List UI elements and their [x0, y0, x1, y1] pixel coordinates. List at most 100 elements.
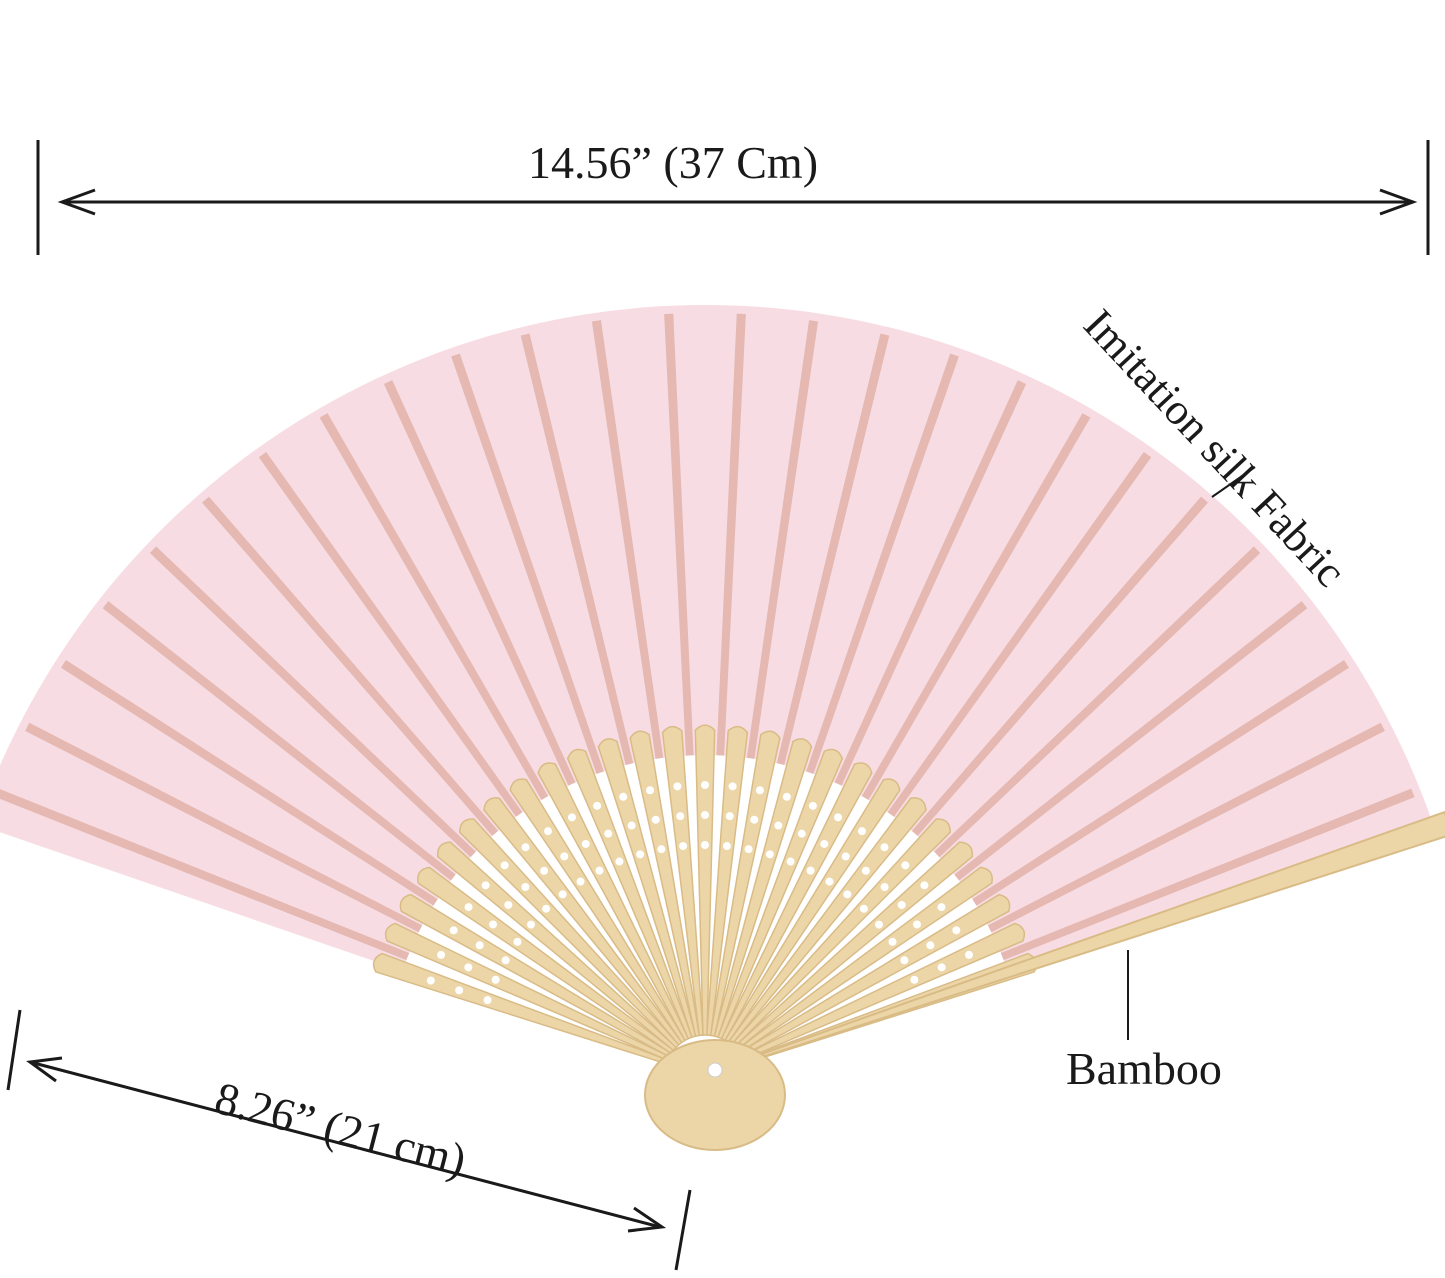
rib-hole: [880, 883, 889, 892]
bamboo-label: Bamboo: [1066, 1043, 1222, 1094]
fabric-rib-stripe: [149, 546, 476, 858]
rib-hole: [859, 904, 868, 913]
rib-hole: [481, 881, 490, 890]
bamboo-rib: [694, 724, 716, 1036]
bamboo-rib: [720, 762, 873, 1042]
rib-hole: [483, 996, 492, 1005]
rib-hole: [725, 812, 734, 821]
rib-hole: [504, 900, 513, 909]
rib-hole: [920, 881, 929, 890]
rib-hole: [820, 839, 829, 848]
fabric-rib-stripe: [258, 452, 523, 817]
fabric-rib-stripe: [716, 313, 746, 756]
fabric-rib-stripe: [25, 722, 423, 933]
rib-hole: [560, 852, 569, 861]
rib-hole: [581, 839, 590, 848]
fabric-rib-stripe: [954, 601, 1308, 881]
rib-hole: [750, 815, 759, 824]
fabric-rib-stripe: [451, 353, 604, 774]
rib-hole: [464, 903, 473, 912]
fabric-rib-stripe: [987, 722, 1385, 933]
fabric-rib-stripe: [806, 353, 959, 774]
rib-hole: [952, 926, 961, 935]
fabric-rib-stripe: [520, 333, 634, 765]
rib-hole: [786, 857, 795, 866]
rib-hole: [489, 920, 498, 929]
rib-hole: [542, 904, 551, 913]
rib-hole: [527, 920, 536, 929]
fabric-rib-stripe: [834, 380, 1027, 786]
rib-hole: [558, 890, 567, 899]
rib-hole: [619, 792, 628, 801]
length-tick-left: [6, 1009, 22, 1091]
rib-hole: [797, 829, 806, 838]
rib-hole: [464, 963, 473, 972]
rib-hole: [808, 801, 817, 810]
bamboo-rib: [713, 738, 813, 1039]
bamboo-rib: [735, 866, 993, 1055]
rib-hole: [888, 937, 897, 946]
fabric-rib-stripe: [664, 313, 694, 756]
fabric-rib-stripe: [911, 496, 1208, 836]
bamboo-rib: [723, 778, 901, 1044]
bamboo-rib: [730, 818, 951, 1049]
fabric-rib-stripe: [972, 660, 1350, 906]
rib-hole: [722, 842, 731, 851]
rib-hole: [744, 845, 753, 854]
rib-hole: [701, 841, 709, 849]
fabric-rib-stripe: [776, 333, 890, 765]
bamboo-rib: [566, 748, 693, 1040]
arrow-head-length-right: [627, 1206, 667, 1233]
bamboo-rib: [629, 730, 701, 1038]
folding-fan: [0, 305, 1445, 1151]
rib-hole: [782, 792, 791, 801]
rib-hole: [834, 813, 843, 822]
bamboo-rib: [737, 893, 1011, 1058]
rib-hole: [426, 976, 435, 985]
rib-hole: [900, 956, 909, 965]
bamboo-rib: [727, 797, 927, 1046]
rib-hole: [679, 842, 688, 851]
fabric-rib-stripe: [887, 452, 1152, 817]
pivot-rivet: [707, 1062, 723, 1078]
width-label: 14.56” (37 Cm): [528, 137, 819, 188]
bamboo-rib: [459, 818, 680, 1049]
fabric-rib-stripe: [591, 320, 664, 759]
rib-hole: [806, 866, 815, 875]
rib-hole: [615, 857, 624, 866]
arrow-head-left: [57, 188, 96, 216]
rib-hole: [843, 890, 852, 899]
rib-hole: [964, 950, 973, 959]
fabric-rib-stripe: [202, 496, 499, 836]
rib-hole: [701, 781, 709, 789]
bamboo-rib: [483, 797, 683, 1046]
rib-hole: [491, 975, 500, 984]
rib-hole: [513, 937, 522, 946]
rib-hole: [627, 821, 636, 830]
rib-hole: [897, 900, 906, 909]
bamboo-rib: [509, 778, 687, 1044]
rib-hole: [874, 920, 883, 929]
rib-hole: [437, 950, 446, 959]
rib-hole: [646, 786, 655, 795]
fabric-rib-stripe: [746, 320, 819, 759]
rib-hole: [861, 866, 870, 875]
fabric-rib-stripe: [383, 380, 576, 786]
rib-hole: [926, 941, 935, 950]
fabric-rib-stripe: [60, 660, 438, 906]
rib-hole: [657, 845, 666, 854]
bamboo-rib: [372, 952, 669, 1065]
bamboo-rib: [436, 841, 678, 1052]
bamboo-rib: [417, 866, 675, 1055]
bamboo-rib: [399, 893, 673, 1058]
rib-hole: [576, 877, 585, 886]
bamboo-rib: [661, 725, 704, 1037]
arrow-head-length-left: [26, 1056, 63, 1083]
rib-hole: [521, 883, 530, 892]
rib-hole: [880, 843, 889, 852]
rib-hole: [937, 903, 946, 912]
fabric-rib-stripe: [102, 601, 456, 881]
rib-hole: [825, 877, 834, 886]
rib-hole: [636, 850, 645, 859]
